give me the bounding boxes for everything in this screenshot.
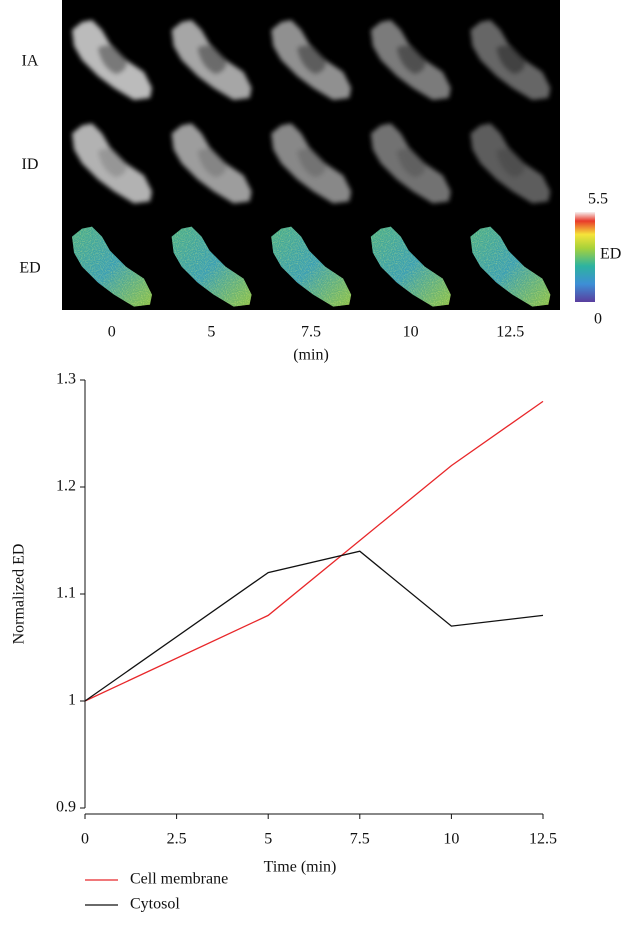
cell-noise xyxy=(72,226,152,307)
y-tick-label: 1.3 xyxy=(56,371,76,388)
time-unit: (min) xyxy=(293,347,329,364)
x-axis-label: Time (min) xyxy=(264,859,337,876)
cell-nucleus xyxy=(297,148,327,178)
x-tick-label: 5 xyxy=(264,831,272,848)
legend-label: Cell membrane xyxy=(130,871,228,888)
column-label: 10 xyxy=(403,324,419,341)
column-label: 5 xyxy=(207,324,215,341)
cell-nucleus xyxy=(197,45,227,74)
x-tick-label: 2.5 xyxy=(167,831,187,848)
cell-nucleus xyxy=(98,148,127,178)
cell-noise xyxy=(470,226,551,307)
colorbar-min: 0 xyxy=(594,311,602,328)
cell-nucleus xyxy=(197,148,227,178)
y-tick-label: 0.9 xyxy=(56,799,76,816)
x-tick-label: 0 xyxy=(81,831,89,848)
row-label: ID xyxy=(22,156,39,173)
y-tick-label: 1 xyxy=(68,692,76,709)
cell-nucleus xyxy=(396,148,426,178)
cell-noise xyxy=(171,226,252,307)
cell-nucleus xyxy=(297,45,327,74)
cell-noise xyxy=(370,226,451,307)
x-tick-label: 7.5 xyxy=(350,831,370,848)
cell-nucleus xyxy=(98,45,127,74)
series-line xyxy=(84,400,544,702)
y-tick-label: 1.2 xyxy=(56,478,76,495)
column-label: 12.5 xyxy=(496,324,524,341)
x-tick-label: 10 xyxy=(443,831,459,848)
cell-nucleus xyxy=(496,45,526,74)
x-tick-label: 12.5 xyxy=(529,831,557,848)
row-label: ED xyxy=(19,259,40,276)
colorbar xyxy=(575,212,595,302)
series-line xyxy=(84,550,544,702)
legend-label: Cytosol xyxy=(130,896,180,913)
cell-noise xyxy=(271,226,352,307)
colorbar-label: ED xyxy=(600,246,621,263)
y-axis-label: Normalized ED xyxy=(11,544,28,645)
y-tick-label: 1.1 xyxy=(56,585,76,602)
column-label: 0 xyxy=(108,324,116,341)
row-label: IA xyxy=(22,53,39,70)
cell-nucleus xyxy=(496,148,526,178)
cell-nucleus xyxy=(396,45,426,74)
colorbar-max: 5.5 xyxy=(588,191,608,208)
column-label: 7.5 xyxy=(301,324,321,341)
